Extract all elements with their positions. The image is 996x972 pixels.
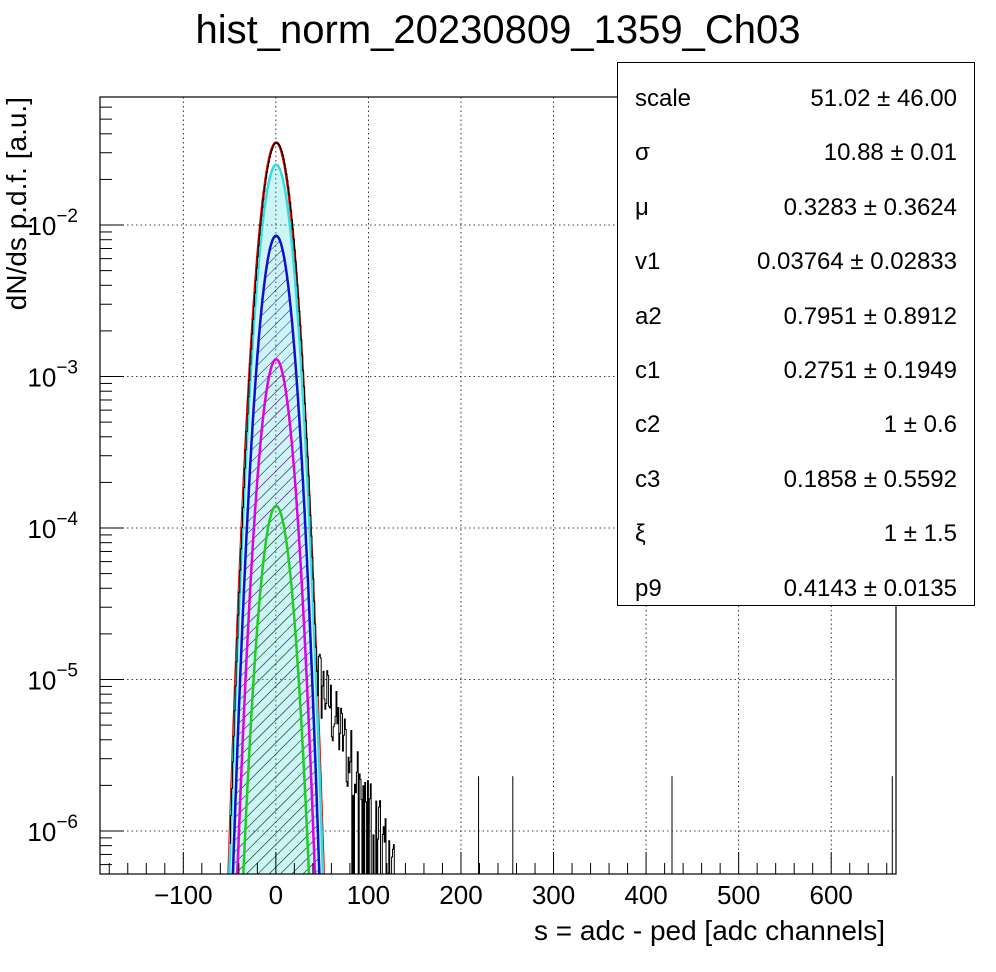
stat-name: v1 (635, 248, 661, 276)
stat-name: a2 (635, 302, 662, 330)
x-tick-label: 100 (347, 880, 390, 910)
stat-value: 1 ± 0.6 (883, 411, 957, 439)
y-tick-label: 10−6 (27, 812, 78, 847)
stat-name: c3 (635, 465, 661, 493)
x-axis-title: s = adc - ped [adc channels] (534, 915, 885, 946)
stat-row: σ 10.88 ± 0.01 (618, 125, 974, 179)
x-tick-label: 500 (717, 880, 760, 910)
x-tick-label: 200 (439, 880, 482, 910)
stat-value: 0.1858 ± 0.5592 (783, 465, 957, 493)
stat-value: 0.03764 ± 0.02833 (756, 248, 957, 276)
stat-value: 1 ± 1.5 (883, 520, 957, 548)
stat-name: μ (635, 193, 649, 221)
y-tick-label: 10−2 (27, 206, 78, 241)
fit-component-hatch (243, 505, 309, 874)
y-axis: 10−6 10−5 10−4 10−3 10−2 (27, 96, 124, 866)
stat-name: c1 (635, 357, 661, 384)
x-tick-label: 600 (810, 880, 853, 910)
data-histogram-line (229, 142, 395, 874)
stat-row: p9 0.4143 ± 0.0135 (618, 561, 974, 615)
stat-value: 0.4143 ± 0.0135 (783, 574, 957, 602)
x-axis: −100 0 100 200 300 400 500 600 (108, 852, 888, 910)
fit-component-curve (231, 234, 321, 874)
stat-row: c1 0.2751 ± 0.1949 (618, 343, 974, 397)
stat-row: ξ 1 ± 1.5 (618, 506, 974, 560)
y-axis-title: dN/ds p.d.f. [a.u.] (1, 97, 32, 310)
x-tick-label: 400 (624, 880, 667, 910)
fit-stats-box: scale 51.02 ± 46.00 σ 10.88 ± 0.01 μ 0.3283 ±… (617, 62, 975, 606)
stat-row: v1 0.03764 ± 0.02833 (618, 234, 974, 288)
stat-row: c3 0.1858 ± 0.5592 (618, 452, 974, 506)
stat-name: c2 (635, 411, 661, 439)
y-tick-label: 10−4 (27, 509, 78, 544)
x-tick-label: 300 (532, 880, 575, 910)
stat-value: 0.3283 ± 0.3624 (783, 193, 957, 221)
chart-title: hist_norm_20230809_1359_Ch03 (195, 8, 801, 52)
fit-component-curve (242, 504, 311, 874)
stat-name: ξ (635, 520, 646, 548)
data-histogram (229, 142, 893, 874)
stat-row: c2 1 ± 0.6 (618, 397, 974, 451)
stat-value: 0.7951 ± 0.8912 (783, 302, 957, 330)
stat-value: 51.02 ± 46.00 (810, 85, 957, 112)
y-tick-label: 10−5 (27, 660, 78, 695)
stat-name: p9 (635, 574, 662, 602)
fit-curves (227, 141, 325, 874)
stat-row: scale 51.02 ± 46.00 (618, 71, 974, 125)
x-tick-label: −100 (154, 880, 213, 910)
stat-name: scale (635, 85, 692, 112)
y-tick-label: 10−3 (27, 358, 78, 393)
stat-value: 0.2751 ± 0.1949 (783, 357, 957, 384)
fit-component-curve (236, 358, 317, 874)
stat-row: μ 0.3283 ± 0.3624 (618, 180, 974, 234)
x-tick-label: 0 (269, 880, 283, 910)
stat-value: 10.88 ± 0.01 (823, 139, 957, 167)
stat-name: σ (635, 139, 650, 167)
stat-row: a2 0.7951 ± 0.8912 (618, 289, 974, 343)
